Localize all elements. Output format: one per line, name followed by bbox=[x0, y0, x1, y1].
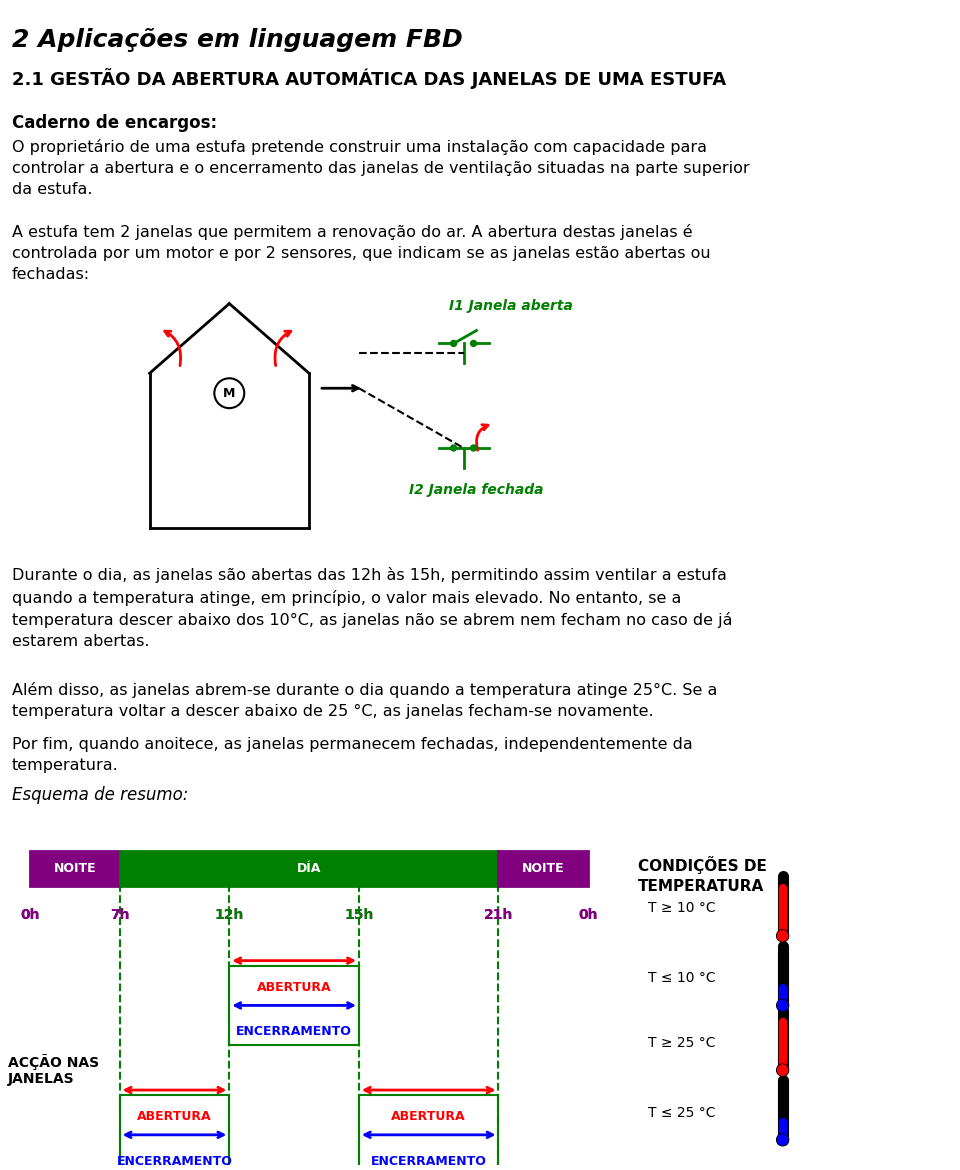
Circle shape bbox=[777, 1134, 788, 1145]
Text: ABERTURA: ABERTURA bbox=[256, 980, 331, 993]
Text: M: M bbox=[223, 387, 235, 400]
Circle shape bbox=[778, 1135, 787, 1144]
Circle shape bbox=[450, 340, 457, 346]
Text: 2.1 GESTÃO DA ABERTURA AUTOMÁTICA DAS JANELAS DE UMA ESTUFA: 2.1 GESTÃO DA ABERTURA AUTOMÁTICA DAS JA… bbox=[12, 68, 726, 89]
Bar bbox=[359, 1095, 498, 1170]
Text: Por fim, quando anoitece, as janelas permanecem fechadas, independentemente da
t: Por fim, quando anoitece, as janelas per… bbox=[12, 737, 693, 772]
Circle shape bbox=[778, 1065, 787, 1075]
Text: I1 Janela aberta: I1 Janela aberta bbox=[448, 298, 572, 312]
Text: CONDIÇÕES DE
TEMPERATURA: CONDIÇÕES DE TEMPERATURA bbox=[638, 856, 767, 894]
Text: ABERTURA: ABERTURA bbox=[137, 1110, 212, 1123]
Text: DÍA: DÍA bbox=[297, 862, 322, 875]
Text: 0h: 0h bbox=[579, 908, 598, 922]
Bar bbox=[229, 965, 359, 1045]
Text: Além disso, as janelas abrem-se durante o dia quando a temperatura atinge 25°C. : Além disso, as janelas abrem-se durante … bbox=[12, 682, 717, 718]
Text: 0h: 0h bbox=[579, 908, 598, 922]
Circle shape bbox=[778, 931, 787, 941]
Text: A estufa tem 2 janelas que permitem a renovação do ar. A abertura destas janelas: A estufa tem 2 janelas que permitem a re… bbox=[12, 223, 710, 282]
Circle shape bbox=[777, 1065, 788, 1076]
Bar bbox=[498, 851, 588, 886]
Text: T ≥ 25 °C: T ≥ 25 °C bbox=[648, 1037, 715, 1051]
Text: NOITE: NOITE bbox=[522, 862, 564, 875]
Text: Caderno de encargos:: Caderno de encargos: bbox=[12, 115, 217, 132]
Circle shape bbox=[214, 378, 244, 408]
Text: 0h: 0h bbox=[20, 908, 39, 922]
Text: 7h: 7h bbox=[109, 908, 130, 922]
Circle shape bbox=[778, 1135, 787, 1144]
Circle shape bbox=[778, 1000, 787, 1011]
Text: 12h: 12h bbox=[215, 908, 244, 922]
Text: T ≥ 10 °C: T ≥ 10 °C bbox=[648, 901, 715, 915]
Bar bbox=[30, 851, 120, 886]
Circle shape bbox=[470, 445, 476, 450]
Text: Durante o dia, as janelas são abertas das 12h às 15h, permitindo assim ventilar : Durante o dia, as janelas são abertas da… bbox=[12, 567, 732, 649]
Text: ENCERRAMENTO: ENCERRAMENTO bbox=[236, 1025, 352, 1038]
Text: 21h: 21h bbox=[484, 908, 514, 922]
Circle shape bbox=[777, 999, 788, 1011]
Text: T ≤ 25 °C: T ≤ 25 °C bbox=[648, 1106, 715, 1120]
Text: NOITE: NOITE bbox=[54, 862, 96, 875]
Text: ENCERRAMENTO: ENCERRAMENTO bbox=[371, 1155, 487, 1168]
Text: 0h: 0h bbox=[20, 908, 39, 922]
Circle shape bbox=[777, 930, 788, 942]
Text: Esquema de resumo:: Esquema de resumo: bbox=[12, 786, 188, 805]
Bar bbox=[120, 851, 498, 886]
Text: 15h: 15h bbox=[345, 908, 373, 922]
Circle shape bbox=[450, 445, 457, 450]
Text: I2 Janela fechada: I2 Janela fechada bbox=[409, 483, 543, 497]
Bar bbox=[120, 1095, 229, 1170]
Circle shape bbox=[778, 1000, 787, 1011]
Text: ABERTURA: ABERTURA bbox=[392, 1110, 466, 1123]
Text: O proprietário de uma estufa pretende construir uma instalação com capacidade pa: O proprietário de uma estufa pretende co… bbox=[12, 139, 750, 198]
Circle shape bbox=[470, 340, 476, 346]
Text: 21h: 21h bbox=[484, 908, 514, 922]
Text: ENCERRAMENTO: ENCERRAMENTO bbox=[116, 1155, 232, 1168]
Circle shape bbox=[778, 1065, 787, 1075]
Text: 15h: 15h bbox=[345, 908, 373, 922]
Text: ACÇÃO NAS
JANELAS: ACÇÃO NAS JANELAS bbox=[8, 1054, 99, 1086]
Text: 2 Aplicações em linguagem FBD: 2 Aplicações em linguagem FBD bbox=[12, 28, 463, 51]
Text: T ≤ 10 °C: T ≤ 10 °C bbox=[648, 971, 715, 984]
Text: 12h: 12h bbox=[215, 908, 244, 922]
Circle shape bbox=[778, 931, 787, 941]
Text: 7h: 7h bbox=[109, 908, 130, 922]
